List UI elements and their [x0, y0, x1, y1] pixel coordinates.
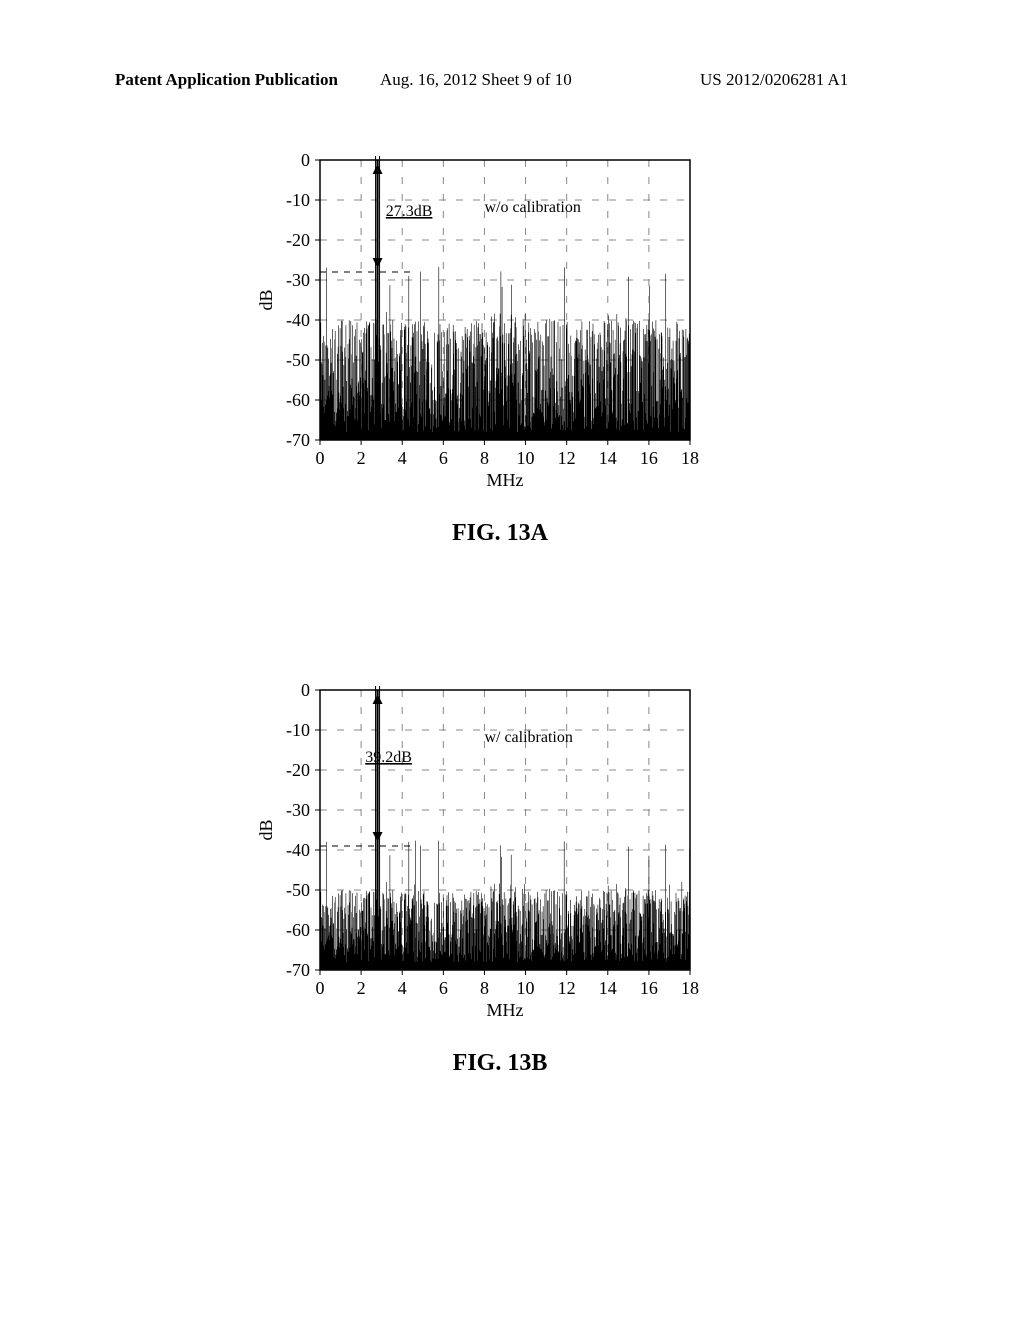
svg-text:0: 0 [301, 680, 310, 700]
svg-text:10: 10 [517, 448, 535, 468]
svg-text:27.3dB: 27.3dB [386, 203, 433, 220]
figure-caption-13b: FIG. 13B [250, 1050, 750, 1077]
header-right: US 2012/0206281 A1 [700, 70, 848, 90]
svg-text:MHz: MHz [487, 1000, 524, 1020]
svg-text:0: 0 [301, 150, 310, 170]
svg-text:-70: -70 [286, 960, 310, 980]
svg-text:w/ calibration: w/ calibration [484, 729, 572, 746]
svg-text:4: 4 [398, 448, 407, 468]
svg-text:8: 8 [480, 978, 489, 998]
svg-text:6: 6 [439, 978, 448, 998]
spectrum-chart-13b: 0 -10 -20 -30 -40 -50 -60 -70 0 2 4 6 8 10 12 14 16 18 MHz… [250, 680, 710, 1020]
svg-text:dB: dB [256, 289, 276, 310]
svg-text:6: 6 [439, 448, 448, 468]
svg-text:39.2dB: 39.2dB [365, 749, 412, 766]
svg-text:16: 16 [640, 448, 658, 468]
svg-text:14: 14 [599, 448, 617, 468]
figure-13a: 0 -10 -20 -30 -40 -50 -60 -70 0 2 4 6 8 10 12 14 16 18 MHz… [250, 150, 750, 547]
svg-text:14: 14 [599, 978, 617, 998]
svg-text:16: 16 [640, 978, 658, 998]
svg-text:2: 2 [357, 448, 366, 468]
svg-text:-10: -10 [286, 190, 310, 210]
header-left: Patent Application Publication [115, 70, 338, 90]
spectrum-chart-13a: 0 -10 -20 -30 -40 -50 -60 -70 0 2 4 6 8 10 12 14 16 18 MHz… [250, 150, 710, 490]
svg-text:-20: -20 [286, 230, 310, 250]
svg-text:dB: dB [256, 819, 276, 840]
figure-13b: 0 -10 -20 -30 -40 -50 -60 -70 0 2 4 6 8 10 12 14 16 18 MHz… [250, 680, 750, 1077]
svg-text:-40: -40 [286, 310, 310, 330]
svg-text:18: 18 [681, 978, 699, 998]
svg-text:12: 12 [558, 978, 576, 998]
svg-text:4: 4 [398, 978, 407, 998]
svg-text:2: 2 [357, 978, 366, 998]
svg-text:10: 10 [517, 978, 535, 998]
svg-text:-50: -50 [286, 350, 310, 370]
svg-text:0: 0 [316, 448, 325, 468]
svg-text:-20: -20 [286, 760, 310, 780]
svg-text:0: 0 [316, 978, 325, 998]
svg-text:-60: -60 [286, 920, 310, 940]
svg-text:8: 8 [480, 448, 489, 468]
svg-text:12: 12 [558, 448, 576, 468]
header-center: Aug. 16, 2012 Sheet 9 of 10 [380, 70, 572, 90]
svg-text:18: 18 [681, 448, 699, 468]
svg-text:-30: -30 [286, 800, 310, 820]
svg-text:-10: -10 [286, 720, 310, 740]
svg-text:MHz: MHz [487, 470, 524, 490]
svg-text:-60: -60 [286, 390, 310, 410]
svg-text:-40: -40 [286, 840, 310, 860]
svg-text:w/o calibration: w/o calibration [484, 199, 580, 216]
figure-caption-13a: FIG. 13A [250, 520, 750, 547]
svg-text:-50: -50 [286, 880, 310, 900]
svg-text:-30: -30 [286, 270, 310, 290]
svg-text:-70: -70 [286, 430, 310, 450]
